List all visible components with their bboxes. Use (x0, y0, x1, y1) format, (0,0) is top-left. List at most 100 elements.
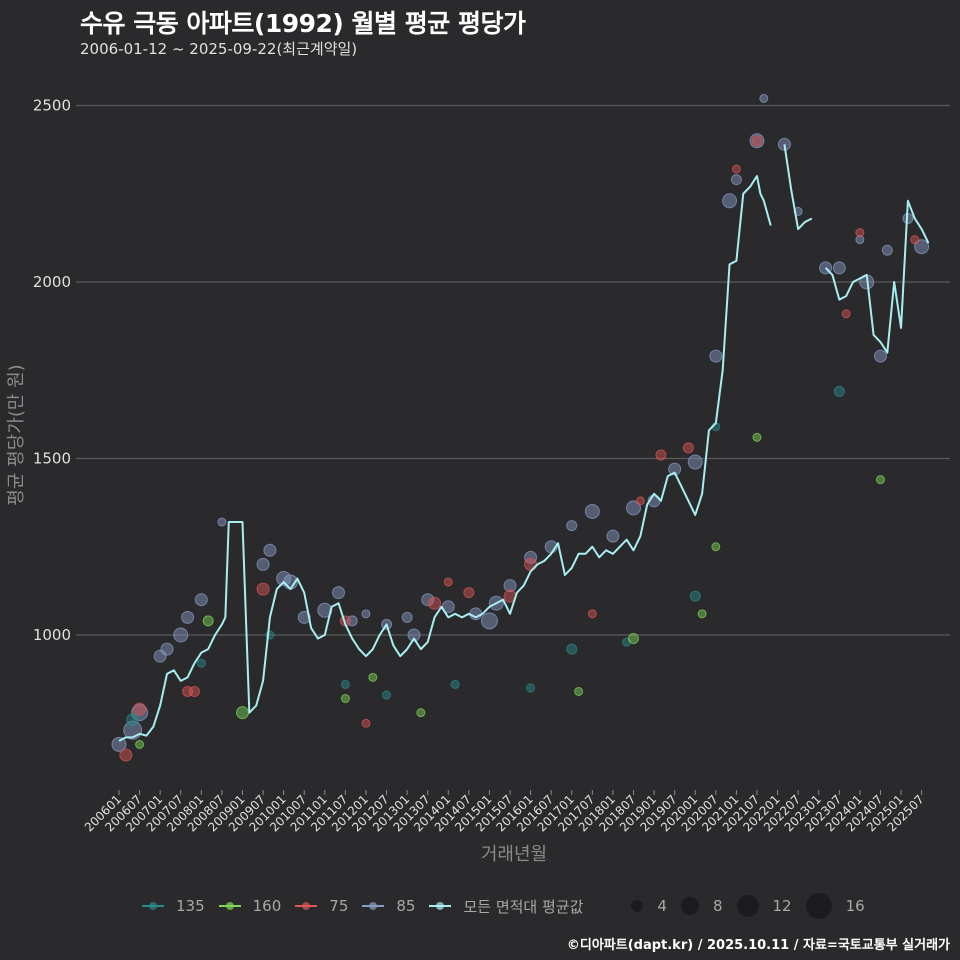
data-point[interactable] (256, 557, 270, 571)
data-point[interactable] (297, 610, 311, 624)
data-point[interactable] (421, 593, 435, 607)
y-tick-label: 1500 (33, 450, 71, 468)
data-point[interactable] (566, 520, 578, 532)
size-circle-icon (805, 893, 832, 919)
data-point[interactable] (503, 579, 517, 593)
legend-key-icon (360, 899, 386, 913)
y-axis-title: 평균 평당가(만 원) (6, 364, 27, 505)
size-circle-icon (631, 900, 644, 912)
data-point[interactable] (202, 615, 214, 627)
size-circle-icon (736, 895, 759, 917)
data-point[interactable] (416, 708, 426, 718)
y-tick-label: 2000 (33, 273, 71, 291)
size-legend-item: 4 (631, 897, 667, 915)
data-point[interactable] (682, 442, 694, 454)
data-point[interactable] (841, 309, 851, 319)
data-point[interactable] (709, 349, 723, 363)
data-point[interactable] (833, 385, 845, 397)
y-tick-label: 2500 (33, 97, 71, 115)
data-point[interactable] (524, 557, 538, 571)
data-point[interactable] (759, 93, 769, 103)
data-point[interactable] (697, 609, 707, 619)
data-point[interactable] (217, 517, 227, 527)
data-point[interactable] (131, 704, 149, 722)
data-point[interactable] (910, 235, 920, 245)
data-point[interactable] (382, 690, 392, 700)
data-point[interactable] (655, 449, 667, 461)
legend-item-160[interactable]: 160 (217, 897, 281, 915)
legend-item-135[interactable]: 135 (140, 897, 205, 915)
data-point[interactable] (340, 694, 350, 704)
data-point[interactable] (711, 542, 721, 552)
data-point[interactable] (450, 679, 460, 689)
data-point[interactable] (188, 685, 200, 697)
legend-key-icon (427, 899, 453, 913)
size-legend-item: 12 (736, 895, 792, 917)
data-point[interactable] (855, 235, 865, 245)
data-point[interactable] (628, 633, 639, 645)
data-point[interactable] (443, 577, 453, 587)
data-point[interactable] (855, 228, 865, 238)
scatter-series-85 (111, 93, 930, 752)
data-point[interactable] (263, 543, 277, 557)
data-point[interactable] (587, 609, 597, 619)
data-point[interactable] (340, 679, 350, 689)
data-point[interactable] (731, 164, 741, 174)
data-point[interactable] (689, 590, 701, 602)
average-line (824, 199, 930, 354)
data-point[interactable] (126, 713, 140, 727)
data-point[interactable] (196, 658, 206, 668)
data-point[interactable] (524, 550, 538, 564)
legend-item-average[interactable]: 모든 면적대 평균값 (427, 896, 583, 917)
data-point[interactable] (873, 349, 887, 363)
data-point[interactable] (361, 609, 371, 619)
data-point[interactable] (832, 261, 846, 275)
data-point[interactable] (463, 587, 475, 599)
legend-key-icon (217, 899, 243, 913)
legend-item-85[interactable]: 85 (360, 897, 415, 915)
data-point[interactable] (276, 571, 292, 587)
data-point[interactable] (687, 454, 703, 470)
data-point[interactable] (111, 736, 127, 752)
data-point[interactable] (181, 610, 195, 624)
data-point[interactable] (407, 628, 421, 642)
legend-key-icon (140, 899, 166, 913)
data-point[interactable] (635, 496, 645, 506)
data-point[interactable] (566, 643, 578, 655)
legend-item-75[interactable]: 75 (293, 897, 348, 915)
data-point[interactable] (914, 239, 930, 255)
size-legend-item: 8 (680, 897, 723, 915)
data-point[interactable] (574, 686, 584, 696)
data-point[interactable] (606, 529, 620, 543)
data-point[interactable] (135, 739, 145, 749)
data-point[interactable] (256, 582, 270, 596)
data-point[interactable] (332, 586, 346, 600)
average-line (118, 175, 772, 742)
data-point[interactable] (668, 462, 682, 476)
data-point[interactable] (875, 475, 885, 485)
data-point[interactable] (881, 244, 893, 256)
data-point[interactable] (526, 683, 536, 693)
data-point[interactable] (160, 642, 174, 656)
data-point[interactable] (401, 611, 413, 623)
data-point[interactable] (626, 500, 641, 516)
legend: 135 160 75 85 모든 면적대 평균값 4 8 12 16 (140, 892, 879, 920)
data-point[interactable] (722, 193, 738, 209)
data-point[interactable] (752, 432, 762, 442)
data-point[interactable] (480, 612, 498, 630)
data-point[interactable] (235, 706, 249, 720)
data-point[interactable] (751, 135, 763, 147)
data-point[interactable] (361, 718, 371, 728)
legend-label: 135 (176, 897, 205, 915)
data-point[interactable] (133, 702, 147, 716)
data-point[interactable] (428, 596, 442, 610)
data-point[interactable] (173, 627, 189, 643)
data-point[interactable] (584, 503, 600, 519)
size-label: 16 (845, 897, 865, 915)
data-point[interactable] (730, 174, 742, 186)
average-line (783, 144, 813, 231)
data-point[interactable] (119, 748, 133, 762)
data-point[interactable] (368, 672, 378, 682)
scatter-series-75 (119, 135, 920, 762)
data-point[interactable] (194, 593, 208, 607)
